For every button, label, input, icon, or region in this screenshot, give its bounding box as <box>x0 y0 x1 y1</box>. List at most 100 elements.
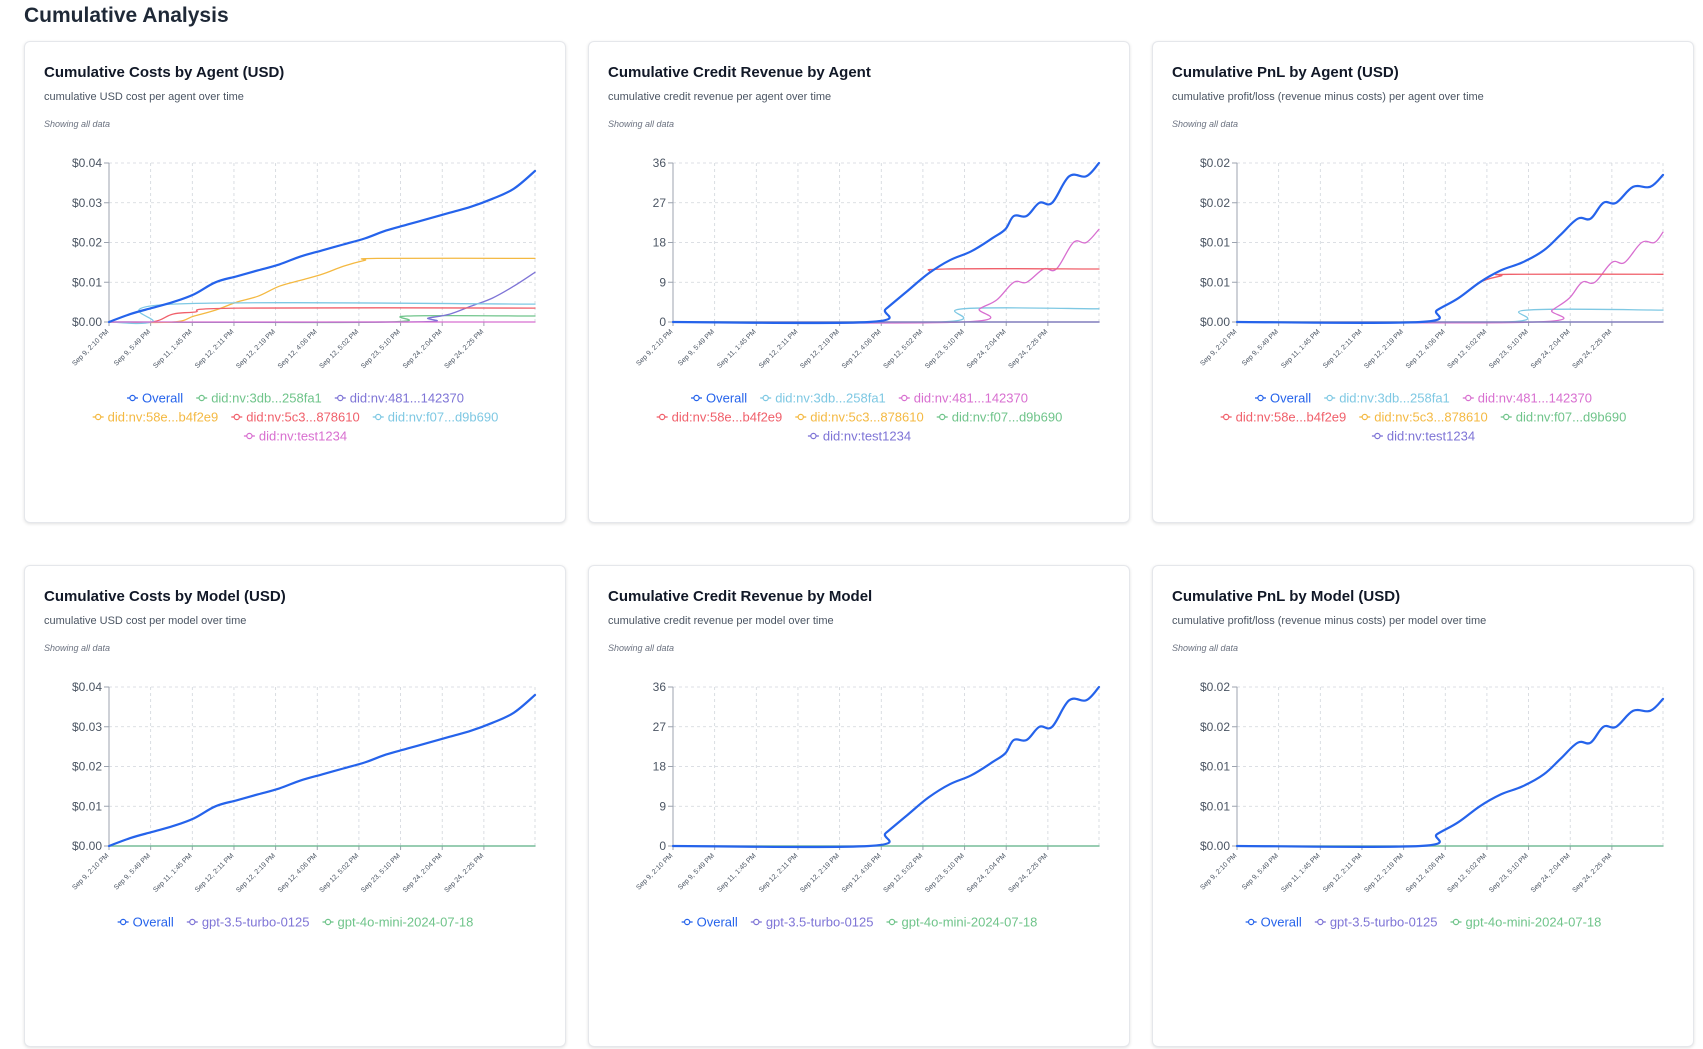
x-tick-label: Sep 12, 4:06 PM <box>841 328 883 370</box>
legend-label: gpt-3.5-turbo-0125 <box>1330 915 1438 930</box>
legend-label: did:nv:3db...258fa1 <box>1339 391 1450 406</box>
legend-item[interactable]: gpt-4o-mini-2024-07-18 <box>1450 915 1602 930</box>
grid <box>1232 686 1664 847</box>
x-tick-label: Sep 9, 2:10 PM <box>635 328 674 367</box>
x-tick-label: Sep 24, 2:04 PM <box>1530 852 1572 894</box>
legend-marker <box>233 413 240 421</box>
legend-item[interactable]: did:nv:test1234 <box>1371 429 1475 444</box>
legend-item[interactable]: did:nv:58e...b4f2e9 <box>92 410 219 425</box>
chart-card-revenue-by-agent: Cumulative Credit Revenue by Agent cumul… <box>588 41 1130 523</box>
grid <box>668 686 1100 847</box>
x-tick-label: Sep 12, 4:06 PM <box>1405 328 1447 370</box>
series-line-0 <box>107 693 537 848</box>
legend-marker <box>119 918 127 926</box>
y-tick-label: $0.00 <box>1200 839 1230 853</box>
x-tick-label: Sep 12, 5:02 PM <box>319 852 361 894</box>
chart-note: Showing all data <box>44 119 111 129</box>
y-tick-label: $0.00 <box>72 839 102 853</box>
legend-marker <box>762 394 769 402</box>
legend-label: gpt-4o-mini-2024-07-18 <box>338 915 474 930</box>
legend-item[interactable]: Overall <box>1255 391 1311 406</box>
legend-marker <box>1247 918 1255 926</box>
legend-item[interactable]: Overall <box>691 391 747 406</box>
legend-item[interactable]: did:nv:5c3...878610 <box>795 410 924 425</box>
legend-marker <box>683 918 691 926</box>
legend-marker <box>324 918 332 926</box>
x-tick-label: Sep 9, 2:10 PM <box>1199 852 1238 891</box>
legend-item[interactable]: Overall <box>681 915 738 930</box>
series-line-3 <box>108 257 536 324</box>
legend-item[interactable]: did:nv:58e...b4f2e9 <box>1220 410 1347 425</box>
legend-marker <box>888 918 896 926</box>
legend-item[interactable]: gpt-4o-mini-2024-07-18 <box>322 915 474 930</box>
legend-marker <box>246 432 253 440</box>
legend-item[interactable]: Overall <box>117 915 174 930</box>
y-tick-label: 36 <box>653 680 667 694</box>
legend-item[interactable]: Overall <box>1245 915 1302 930</box>
legend-item[interactable]: did:nv:5c3...878610 <box>1359 410 1488 425</box>
legend-label: did:nv:f07...d9b690 <box>388 410 499 425</box>
chart-note: Showing all data <box>44 643 111 653</box>
legend-item[interactable]: did:nv:58e...b4f2e9 <box>656 410 783 425</box>
x-tick-label: Sep 12, 5:02 PM <box>883 328 925 370</box>
legend-label: Overall <box>1270 391 1311 406</box>
legend-item[interactable]: gpt-3.5-turbo-0125 <box>750 915 874 930</box>
legend-item[interactable]: did:nv:3db...258fa1 <box>760 391 886 406</box>
x-tick-label: Sep 12, 5:02 PM <box>319 328 361 370</box>
chart-subtitle: cumulative USD cost per agent over time <box>44 91 244 103</box>
legend-item[interactable]: did:nv:481...142370 <box>1462 391 1592 406</box>
y-tick-label: $0.00 <box>1200 315 1230 329</box>
legend-item[interactable]: did:nv:481...142370 <box>898 391 1028 406</box>
legend-label: did:nv:481...142370 <box>914 391 1028 406</box>
x-tick-label: Sep 9, 5:49 PM <box>113 852 152 891</box>
legend-item[interactable]: gpt-3.5-turbo-0125 <box>1314 915 1438 930</box>
legend-marker <box>1465 394 1472 402</box>
legend-item[interactable]: gpt-3.5-turbo-0125 <box>186 915 310 930</box>
legend-label: did:nv:test1234 <box>259 429 347 444</box>
y-tick-label: 9 <box>659 799 666 813</box>
chart-title: Cumulative Credit Revenue by Model <box>608 588 873 605</box>
legend-item[interactable]: did:nv:481...142370 <box>334 391 464 406</box>
series-line-0 <box>1235 697 1665 849</box>
legend-marker <box>198 394 205 402</box>
x-tick-label: Sep 24, 2:25 PM <box>1007 852 1049 894</box>
legend-item[interactable]: gpt-4o-mini-2024-07-18 <box>886 915 1038 930</box>
chart-card-pnl-by-model: Cumulative PnL by Model (USD) cumulative… <box>1152 565 1694 1047</box>
legend-marker <box>693 394 700 402</box>
chart-note: Showing all data <box>1172 643 1239 653</box>
legend-label: gpt-4o-mini-2024-07-18 <box>1466 915 1602 930</box>
legend-label: did:nv:3db...258fa1 <box>775 391 886 406</box>
legend-item[interactable]: did:nv:f07...d9b690 <box>936 410 1063 425</box>
x-tick-label: Sep 12, 2:11 PM <box>194 328 236 370</box>
y-tick-label: $0.02 <box>72 760 102 774</box>
legend-marker <box>1452 918 1460 926</box>
legend-item[interactable]: did:nv:3db...258fa1 <box>1324 391 1450 406</box>
legend-marker <box>1317 918 1324 926</box>
x-tick-label: Sep 9, 2:10 PM <box>71 852 110 891</box>
legend-label: Overall <box>133 915 174 930</box>
y-tick-label: $0.03 <box>72 720 102 734</box>
legend-item[interactable]: did:nv:f07...d9b690 <box>372 410 499 425</box>
legend-marker <box>901 394 908 402</box>
chart-note: Showing all data <box>608 119 675 129</box>
legend-label: did:nv:f07...d9b690 <box>952 410 1063 425</box>
legend-marker <box>375 413 382 421</box>
legend-item[interactable]: did:nv:3db...258fa1 <box>196 391 322 406</box>
legend-label: Overall <box>697 915 738 930</box>
grid <box>104 162 536 323</box>
x-tick-label: Sep 24, 2:04 PM <box>1530 328 1572 370</box>
legend-marker <box>939 413 946 421</box>
legend-item[interactable]: did:nv:f07...d9b690 <box>1500 410 1627 425</box>
legend-item[interactable]: did:nv:test1234 <box>807 429 911 444</box>
legend-label: gpt-4o-mini-2024-07-18 <box>902 915 1038 930</box>
legend-item[interactable]: Overall <box>127 391 183 406</box>
legend-marker <box>753 918 760 926</box>
legend-item[interactable]: did:nv:test1234 <box>243 429 347 444</box>
x-tick-label: Sep 24, 2:25 PM <box>1571 852 1613 894</box>
legend-label: did:nv:58e...b4f2e9 <box>108 410 219 425</box>
legend-item[interactable]: did:nv:5c3...878610 <box>231 410 360 425</box>
